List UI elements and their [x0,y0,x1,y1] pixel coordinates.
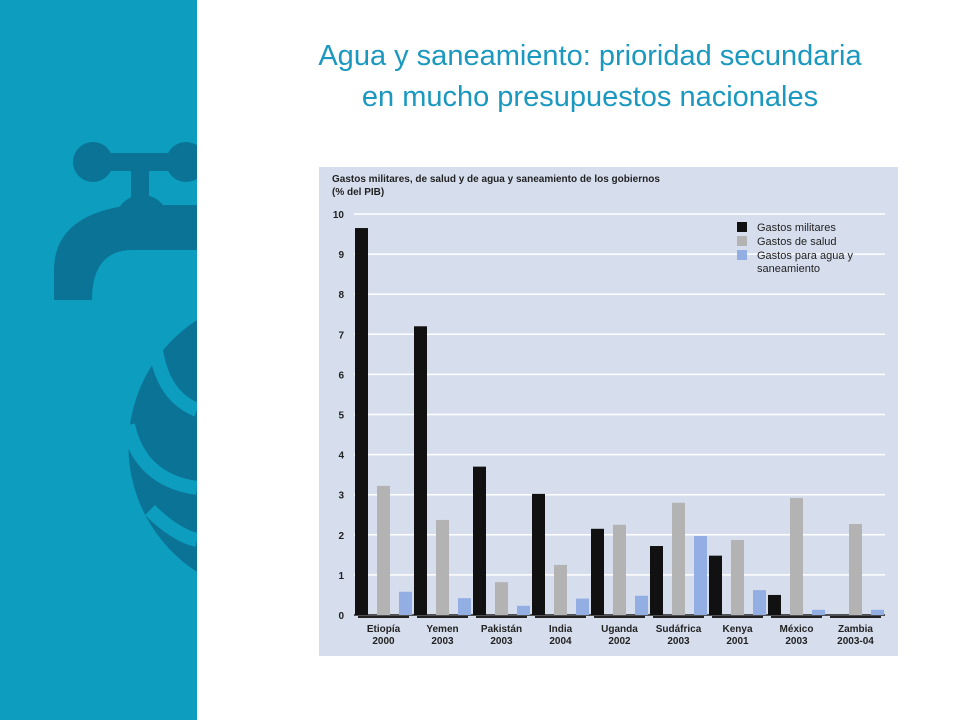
chart-panel: Gastos militares, de salud y de agua y s… [319,167,898,656]
bar-chart: 012345678910Etiopía2000Yemen2003Pakistán… [333,210,885,647]
water-tap-icon [54,142,197,572]
legend-swatch [737,250,747,260]
bar [576,598,589,615]
bar [768,594,781,615]
bar [414,326,427,615]
x-tick-label: Kenya [722,624,752,635]
x-tick-label: Pakistán [481,624,522,635]
bar [613,524,626,615]
y-tick-label: 8 [338,290,344,301]
bar [517,605,530,615]
x-tick-label-year: 2002 [608,636,631,647]
bar [532,493,545,615]
y-tick-label: 10 [333,210,345,221]
x-tick-label: Uganda [601,624,638,635]
y-tick-label: 7 [338,330,344,341]
x-tick-label: Yemen [426,624,458,635]
chart-title-line-1: Gastos militares, de salud y de agua y s… [332,174,660,185]
x-tick-label: Sudáfrica [656,624,702,635]
bar [694,536,707,615]
x-tick-label: India [549,624,573,635]
y-tick-label: 6 [338,370,344,381]
bar [731,540,744,615]
legend-label: Gastos para agua y saneamiento [757,250,854,275]
bar [672,502,685,615]
slide-title-line-2: en mucho presupuestos nacionales [361,81,819,113]
x-tick-label-year: 2004 [549,636,572,647]
bar [753,590,766,615]
bar [591,528,604,615]
bar [399,591,412,615]
bar [473,466,486,615]
bar [790,497,803,615]
chart-title-line-2: (% del PIB) [332,187,385,198]
x-tick-label-year: 2001 [726,636,749,647]
legend-label: Gastos militares [757,222,836,234]
chart-title: Gastos militares, de salud y de agua y s… [332,173,660,199]
bar [355,228,368,615]
legend-swatch [737,222,747,232]
y-tick-label: 0 [338,611,344,622]
bar [635,595,648,615]
x-tick-label-year: 2003 [667,636,690,647]
x-tick-label-year: 2003 [785,636,808,647]
bar [436,519,449,615]
bar [812,609,825,615]
x-tick-label-year: 2003 [490,636,513,647]
bar [650,546,663,615]
x-tick-label-year: 2000 [372,636,395,647]
decorative-sidebar [0,0,197,720]
x-tick-label-year: 2003-04 [837,636,874,647]
x-tick-label: Zambia [838,624,873,635]
y-tick-label: 1 [338,571,344,582]
y-tick-label: 2 [338,531,344,542]
legend-label: Gastos de salud [757,236,837,248]
y-tick-label: 9 [338,250,344,261]
bar [495,582,508,615]
legend-swatch [737,236,747,246]
y-tick-label: 5 [338,411,344,422]
bar [709,555,722,615]
slide-title-line-1: Agua y saneamiento: prioridad secundaria [318,40,862,72]
y-tick-label: 3 [338,491,344,502]
bar [458,598,471,615]
x-tick-label: México [780,624,814,635]
x-tick-label-year: 2003 [431,636,454,647]
slide-title: Agua y saneamiento: prioridad secundaria… [200,36,960,118]
bar [377,485,390,615]
x-tick-label: Etiopía [367,624,401,635]
bar [849,523,862,615]
bar [554,564,567,615]
bar [871,609,884,615]
y-tick-label: 4 [338,451,344,462]
